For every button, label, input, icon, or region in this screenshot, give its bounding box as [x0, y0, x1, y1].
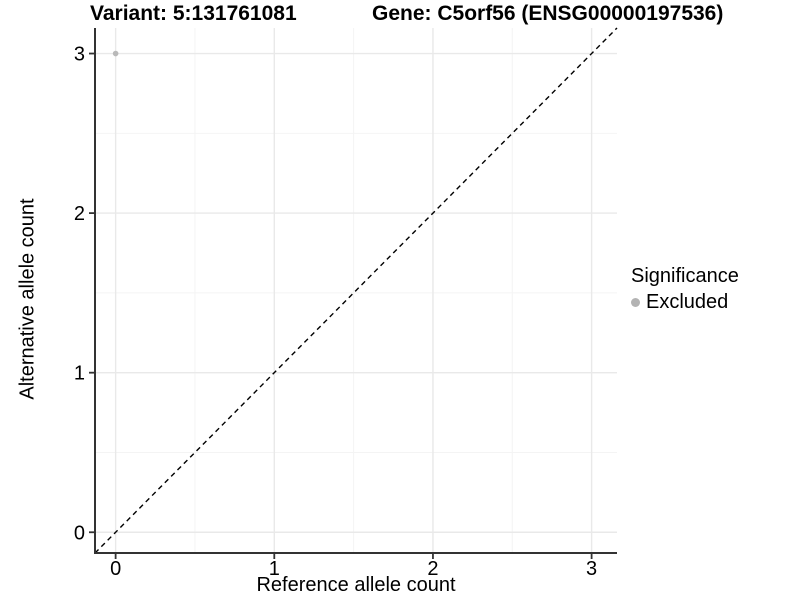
x-tick-label: 0 — [110, 558, 121, 580]
y-tick-label: 0 — [74, 522, 85, 544]
legend-item-excluded: Excluded — [631, 291, 739, 314]
x-tick-label: 1 — [269, 558, 280, 580]
identity-line — [94, 27, 618, 554]
y-tick-label: 2 — [74, 203, 85, 225]
plot-title-variant: Variant: 5:131761081 — [90, 2, 297, 25]
y-tick-label: 3 — [74, 44, 85, 66]
legend-item-label: Excluded — [646, 291, 729, 313]
legend-title: Significance — [631, 265, 739, 287]
x-tick-label: 2 — [427, 558, 438, 580]
y-axis-title: Alternative allele count — [16, 198, 39, 400]
y-tick-label: 1 — [74, 363, 85, 385]
x-axis-title: Reference allele count — [256, 574, 456, 596]
legend: Significance Excluded — [631, 265, 739, 314]
legend-point-icon — [631, 298, 640, 307]
data-point — [112, 50, 119, 57]
x-tick-label: 3 — [586, 558, 597, 580]
plot-title-gene: Gene: C5orf56 (ENSG00000197536) — [372, 2, 724, 25]
